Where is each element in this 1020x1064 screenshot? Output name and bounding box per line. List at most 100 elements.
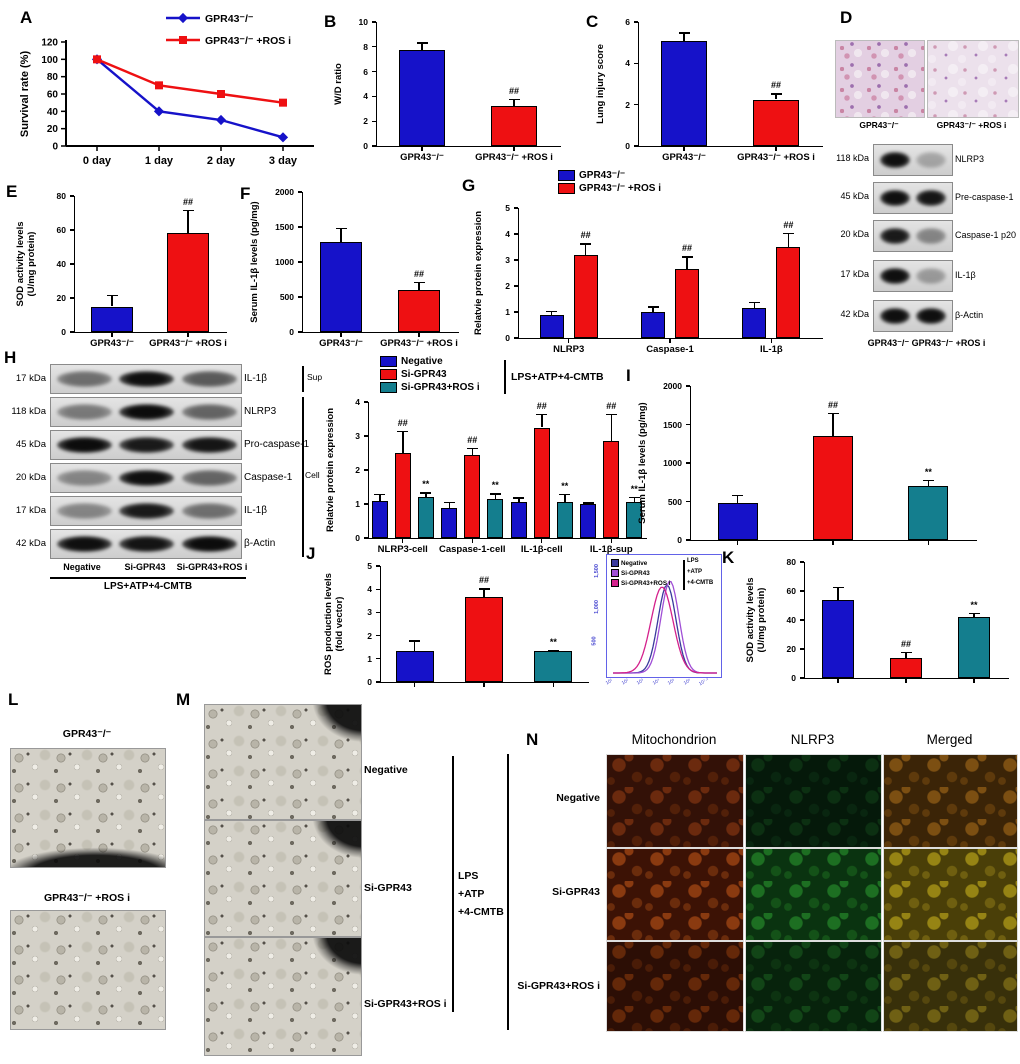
flow-x-tick-label: 10¹	[605, 678, 614, 687]
treatment-bracket-line	[452, 756, 454, 1012]
y-tick-label: 40	[786, 615, 796, 625]
em-image-negative	[204, 704, 362, 820]
plot-area	[376, 22, 561, 147]
square-marker	[279, 98, 287, 107]
error-bar-cap	[182, 209, 194, 212]
error-bar-cap	[443, 501, 455, 504]
y-tick-label: 0	[355, 533, 360, 543]
y-tick-mark	[376, 588, 380, 590]
bar-chart-sod-cell: SOD activity levels (U/mg protein) 0 20 40 60…	[742, 550, 1016, 690]
series-line	[96, 58, 284, 104]
flow-x-tick-label: 10⁷·²	[698, 677, 710, 688]
y-tick-mark	[372, 120, 376, 122]
significance-annotation: **	[970, 599, 978, 610]
error-bar	[379, 493, 381, 501]
y-tick-label: 0	[505, 333, 510, 343]
bar	[742, 308, 767, 338]
protein-band	[119, 371, 175, 387]
error-bar-cap	[832, 586, 844, 589]
y-tick-mark	[364, 469, 368, 471]
fluorescence-tile-si-gpr43-nlrp3	[745, 848, 882, 941]
x-tick-mark	[413, 683, 416, 687]
y-tick-label: 8	[363, 41, 368, 52]
bar	[626, 501, 643, 538]
error-bar-cap	[605, 413, 617, 416]
flow-x-tick-label: 10⁶	[682, 678, 692, 687]
y-tick-label: 2000	[663, 381, 682, 391]
x-category-label: GPR43⁻/⁻	[319, 338, 363, 349]
flow-cytometry-panel: 1,500 1,000 500 Negative Si-GPR43 Si-GPR43+RO…	[591, 552, 724, 692]
y-tick-label: 2	[505, 281, 510, 291]
bar	[556, 502, 573, 538]
kda-label: 42 kDa	[15, 538, 46, 549]
error-bar-cap	[580, 243, 592, 245]
kda-label: 17 kDa	[15, 505, 46, 516]
y-tick-mark	[372, 46, 376, 48]
error-bar	[564, 493, 566, 503]
x-tick-mark	[402, 539, 404, 543]
error-bar	[425, 492, 427, 498]
flow-x-tick-label: 10²	[620, 678, 630, 687]
sup-group-label: Sup	[307, 372, 323, 382]
plot-area	[368, 402, 647, 539]
diamond-marker	[153, 106, 165, 117]
error-bar	[111, 294, 113, 307]
y-tick-mark	[514, 311, 518, 313]
y-tick-label: 4	[355, 397, 360, 407]
flow-legend-swatch	[611, 569, 619, 577]
x-tick-mark	[905, 679, 907, 683]
legend-swatch	[380, 369, 397, 380]
y-tick-mark	[376, 565, 380, 567]
protein-label: β-Actin	[955, 310, 984, 320]
treatment-bracket: LPS+ATP+4-CMTB	[504, 360, 604, 394]
x-category-label: GPR43⁻/⁻	[90, 338, 134, 349]
y-tick-mark	[634, 62, 638, 65]
y-tick-mark	[514, 285, 518, 287]
significance-annotation: ##	[606, 400, 617, 411]
x-tick-mark	[340, 333, 342, 337]
error-bar	[418, 281, 420, 290]
x-tick-label: 1 day	[145, 155, 174, 167]
y-tick-mark	[298, 261, 302, 263]
error-bar-cap	[106, 294, 118, 297]
bar	[717, 503, 758, 540]
y-axis-label: W/D ratio	[333, 63, 344, 105]
error-bar-cap	[900, 651, 912, 654]
legend-swatch	[380, 382, 397, 393]
plot-area	[638, 22, 823, 147]
em-row-label: Negative	[364, 764, 408, 776]
x-tick-mark	[973, 679, 975, 683]
histology-caption: GPR43⁻/⁻ +ROS i	[936, 120, 1007, 130]
y-tick-mark	[70, 229, 74, 231]
y-tick-mark	[514, 233, 518, 235]
error-bar-cap	[582, 502, 594, 504]
protein-band	[119, 536, 175, 552]
error-bar-cap	[466, 447, 478, 450]
significance-annotation: ##	[508, 85, 519, 96]
protein-label: IL-1β	[244, 373, 267, 384]
fluorescence-row-label: Si-GPR43+ROS i	[517, 980, 600, 992]
error-bar	[736, 494, 739, 504]
square-marker	[217, 90, 225, 98]
bar-chart-protein-cell: Relatvie protein expression 0 1 2 3 4 ## ** NLRP…	[322, 356, 654, 560]
flow-treatment-label: LPS	[687, 558, 699, 564]
blot-box	[873, 144, 953, 176]
legend-item: Si-GPR43	[380, 369, 480, 380]
y-tick-mark	[686, 385, 690, 387]
y-tick-mark	[70, 195, 74, 197]
y-tick-mark	[364, 537, 368, 539]
blot-box	[50, 430, 242, 460]
histology-image-gpr43ko	[835, 40, 925, 118]
flow-x-tick-label: 10⁴	[651, 678, 661, 687]
protein-band	[182, 437, 238, 453]
error-bar-cap	[922, 479, 934, 482]
x-tick-mark	[111, 333, 113, 337]
error-bar-cap	[827, 412, 839, 415]
flow-y-tick-label: 500	[591, 636, 598, 646]
x-category-label: NLRP3	[553, 344, 585, 355]
bar	[776, 247, 801, 338]
x-tick-mark	[775, 147, 777, 151]
y-tick-label: 3	[355, 431, 360, 441]
bar	[371, 500, 388, 538]
fluorescence-column-header: NLRP3	[790, 732, 835, 747]
